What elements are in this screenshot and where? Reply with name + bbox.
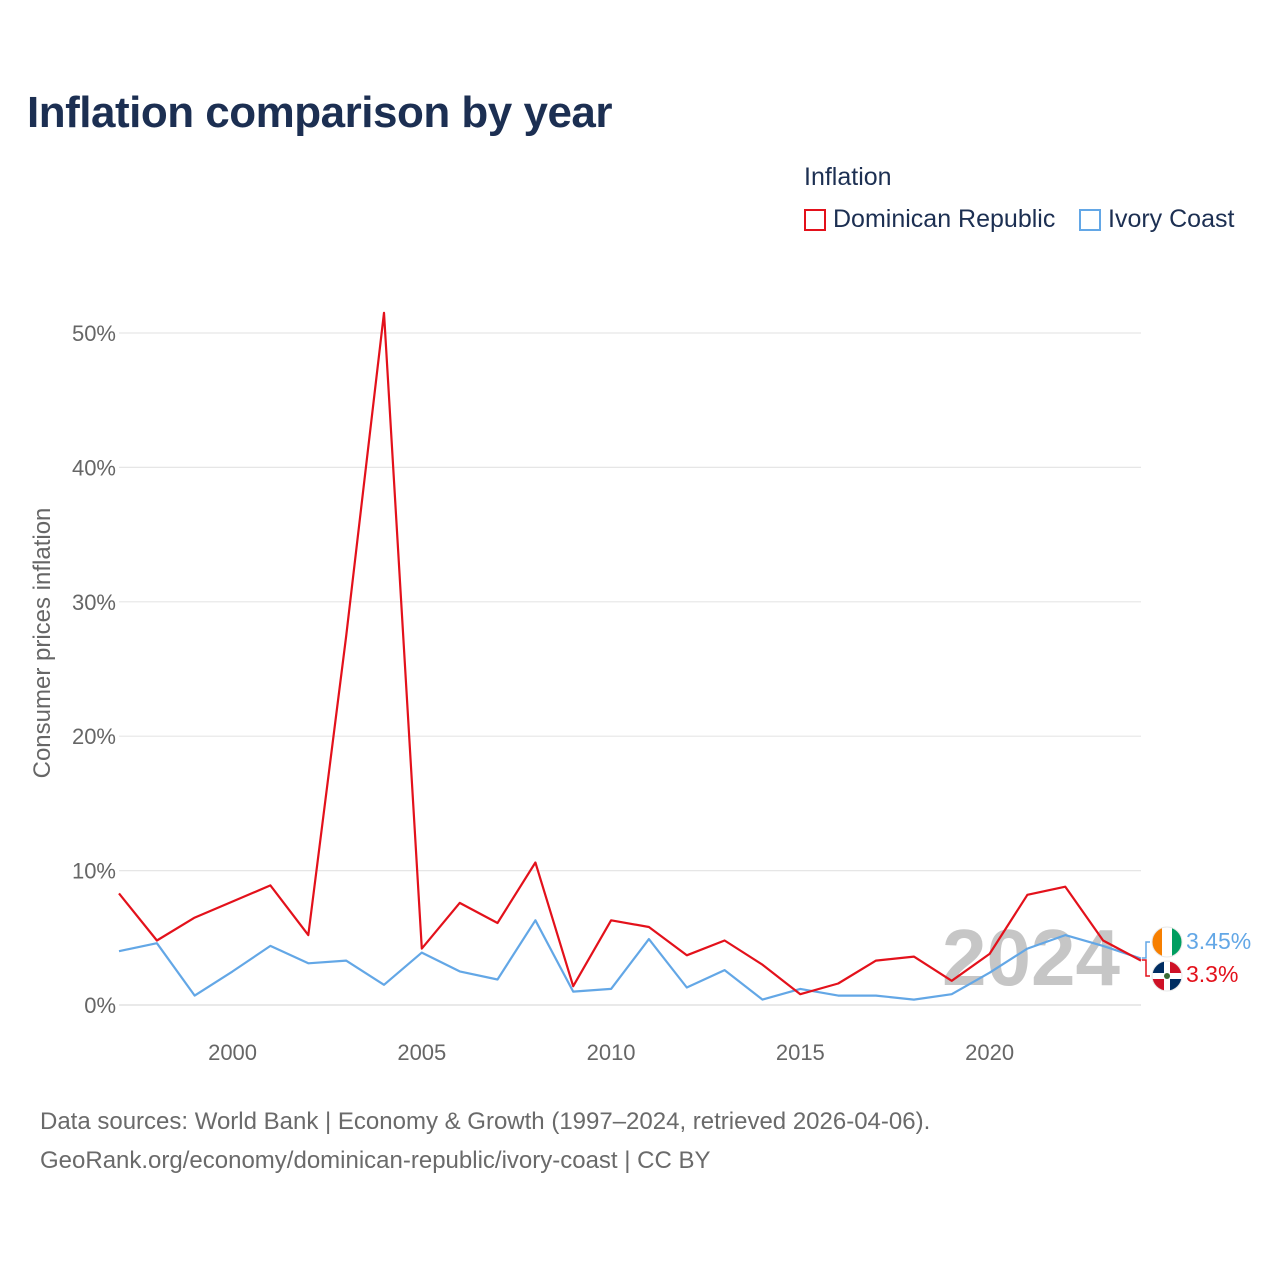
series-line-ivory-coast[interactable] <box>118 919 1142 1001</box>
dominican-republic-end-value: 3.3% <box>1186 961 1238 987</box>
legend-label-ivory-coast: Ivory Coast <box>1108 205 1235 233</box>
y-tick-label: 10% <box>72 859 116 884</box>
dominican-republic-flag-icon <box>1151 960 1183 992</box>
x-tick-label: 2010 <box>587 1040 636 1065</box>
x-tick-label: 2015 <box>776 1040 825 1065</box>
legend-title: Inflation <box>804 163 892 191</box>
source-line-2[interactable]: GeoRank.org/economy/dominican-republic/i… <box>40 1147 711 1174</box>
y-axis-label: Consumer prices inflation <box>29 508 56 779</box>
year-watermark: 2024 <box>942 913 1120 1002</box>
x-tick-label: 2020 <box>965 1040 1014 1065</box>
chart-title: Inflation comparison by year <box>27 88 613 137</box>
y-tick-label: 30% <box>72 590 116 615</box>
ivory-coast-flag-icon <box>1151 926 1183 958</box>
source-line-1: Data sources: World Bank | Economy & Gro… <box>40 1108 931 1135</box>
x-tick-label: 2005 <box>397 1040 446 1065</box>
y-tick-label: 40% <box>72 455 116 480</box>
legend-label-dominican-republic: Dominican Republic <box>833 205 1056 233</box>
series-lines <box>118 311 1142 1001</box>
x-tick-label: 2000 <box>208 1040 257 1065</box>
y-tick-label: 20% <box>72 724 116 749</box>
legend-swatch-dominican-republic <box>804 208 826 231</box>
legend-item-dominican-republic[interactable]: Dominican Republic <box>804 205 1055 234</box>
y-axis-ticks: 0% 10% 20% 30% 40% 50% <box>72 321 116 1018</box>
series-line-dominican-republic[interactable] <box>118 311 1142 996</box>
y-tick-label: 50% <box>72 321 116 346</box>
ivory-coast-label-connector <box>1142 941 1150 959</box>
ivory-coast-end-value: 3.45% <box>1186 928 1251 954</box>
legend-item-ivory-coast[interactable]: Ivory Coast <box>1079 205 1234 234</box>
x-axis-ticks: 2000 2005 2010 2015 2020 <box>208 1040 1014 1065</box>
gridlines <box>119 332 1141 1006</box>
y-tick-label: 0% <box>84 993 116 1018</box>
dominican-republic-label-connector <box>1142 959 1150 977</box>
legend-swatch-ivory-coast <box>1079 208 1101 231</box>
